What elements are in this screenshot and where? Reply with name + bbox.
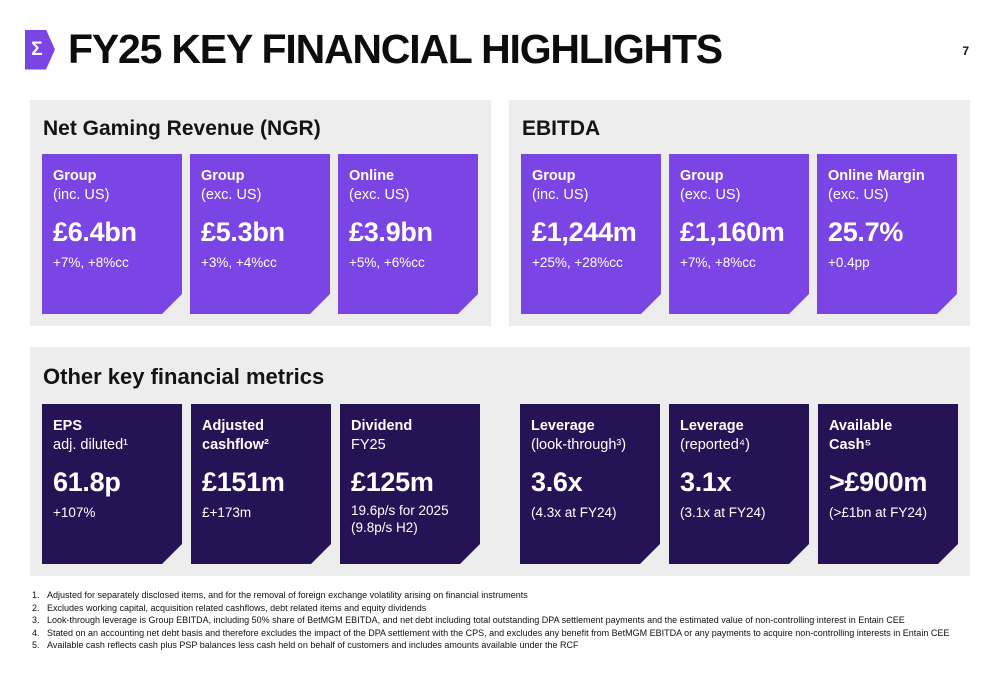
page-number: 7 [962,44,969,58]
panel-ebitda: EBITDA Group (inc. US) £1,244m +25%, +28… [509,100,970,326]
card-label: Group [680,168,724,184]
card-sublabel: adj. diluted¹ [53,436,128,453]
company-logo-icon: Σ [25,29,55,70]
card-label: EPS [53,418,83,434]
card-comparison: (>£1bn at FY24) [829,505,927,521]
footnote-text: Adjusted for separately disclosed items,… [47,590,528,600]
other-metrics-cards: EPS adj. diluted¹ 61.8p +107% Adjusted c… [42,404,958,564]
footnote-text: Available cash reflects cash plus PSP ba… [47,640,579,651]
metric-card-ebitda-group-exc-us: Group (exc. US) £1,160m +7%, +8%cc [669,154,809,314]
ngr-cards: Group (inc. US) £6.4bn +7%, +8%cc Group … [42,154,479,314]
metric-card-adjusted-cashflow: Adjusted cashflow² £151m £+173m [191,404,331,564]
card-value: £5.3bn [201,217,285,248]
footnote-text: Look-through leverage is Group EBITDA, i… [47,615,905,626]
footnote-4: 4. Stated on an accounting net debt basi… [30,627,968,640]
card-sublabel: cashflow² [202,436,269,453]
card-value: 25.7% [828,217,904,248]
metric-card-ebitda-group-inc-us: Group (inc. US) £1,244m +25%, +28%cc [521,154,661,314]
panel-title: Other key financial metrics [43,364,325,389]
card-sublabel: (exc. US) [201,186,262,203]
card-value: 3.1x [680,467,732,498]
metric-card-ngr-group-inc-us: Group (inc. US) £6.4bn +7%, +8%cc [42,154,182,314]
card-label: Group [201,168,245,184]
card-label: Adjusted [202,418,265,434]
card-value: 61.8p [53,467,121,498]
top-panels-row: Net Gaming Revenue (NGR) Group (inc. US)… [30,100,970,326]
slide-title: FY25 KEY FINANCIAL HIGHLIGHTS [68,26,723,72]
card-sublabel: (look-through³) [531,436,627,453]
card-value: £1,160m [680,217,785,248]
metric-card-available-cash: Available Cash⁵ >£900m (>£1bn at FY24) [818,404,958,564]
footnote-text: Excludes working capital, acquisition re… [47,602,427,613]
metric-card-leverage-look-through: Leverage (look-through³) 3.6x (4.3x at F… [520,404,660,564]
footnote-1: 1. Adjusted for separately disclosed ite… [30,589,968,602]
card-value: £3.9bn [349,217,433,248]
card-label: Online [349,168,395,184]
card-sublabel: FY25 [351,436,386,453]
card-value: 3.6x [531,467,583,498]
metric-card-ngr-group-exc-us: Group (exc. US) £5.3bn +3%, +4%cc [190,154,330,314]
card-sublabel: Cash⁵ [829,436,872,453]
card-label: Group [53,168,97,184]
card-label: Leverage [680,418,744,434]
card-value: £125m [351,467,434,498]
card-group-spacer [489,404,511,564]
card-value: £1,244m [532,217,637,248]
panel-other-key-metrics: Other key financial metrics EPS adj. dil… [30,347,970,576]
card-detail: 19.6p/s for 2025 [351,503,449,519]
card-sublabel: (reported⁴) [680,436,750,453]
footnote-5: 5. Available cash reflects cash plus PSP… [30,639,968,652]
card-label: Leverage [531,418,595,434]
slide-header: Σ FY25 KEY FINANCIAL HIGHLIGHTS [0,0,1000,73]
card-delta: +25%, +28%cc [532,255,623,271]
card-delta: +7%, +8%cc [680,255,756,271]
card-label: Available [829,418,893,434]
footnote-text: Stated on an accounting net debt basis a… [47,627,950,638]
footnote-number: 4. [32,627,40,638]
panel-title: EBITDA [522,117,601,140]
card-sublabel: (exc. US) [680,186,741,203]
card-value: £151m [202,467,285,498]
card-label: Group [532,168,576,184]
card-sublabel: (exc. US) [349,186,410,203]
card-sublabel: (exc. US) [828,186,889,203]
footnotes: 1. Adjusted for separately disclosed ite… [30,589,968,652]
card-comparison: (4.3x at FY24) [531,505,617,521]
footnote-3: 3. Look-through leverage is Group EBITDA… [30,614,968,627]
card-delta: £+173m [202,505,252,521]
panel-title: Net Gaming Revenue (NGR) [43,117,321,140]
metric-card-online-margin: Online Margin (exc. US) 25.7% +0.4pp [817,154,957,314]
footnote-number: 2. [32,602,40,613]
card-value: >£900m [829,467,928,498]
footnote-number: 3. [32,615,40,626]
card-sublabel: (inc. US) [532,186,589,203]
card-value: £6.4bn [53,217,137,248]
card-detail-2: (9.8p/s H2) [351,519,418,535]
metric-card-eps: EPS adj. diluted¹ 61.8p +107% [42,404,182,564]
card-sublabel: (inc. US) [53,186,110,203]
card-delta: +0.4pp [828,255,870,271]
metric-card-ngr-online: Online (exc. US) £3.9bn +5%, +6%cc [338,154,478,314]
ebitda-cards: Group (inc. US) £1,244m +25%, +28%cc Gro… [521,154,958,314]
card-label: Online Margin [828,168,925,184]
card-delta: +3%, +4%cc [201,255,277,271]
footnote-2: 2. Excludes working capital, acquisition… [30,602,968,615]
metric-card-leverage-reported: Leverage (reported⁴) 3.1x (3.1x at FY24) [669,404,809,564]
card-delta: +7%, +8%cc [53,255,129,271]
card-delta: +5%, +6%cc [349,255,425,271]
card-delta: +107% [53,505,96,521]
footnote-number: 1. [32,590,40,600]
card-comparison: (3.1x at FY24) [680,505,766,521]
panel-net-gaming-revenue: Net Gaming Revenue (NGR) Group (inc. US)… [30,100,491,326]
metric-card-dividend: Dividend FY25 £125m 19.6p/s for 2025 (9.… [340,404,480,564]
footnote-number: 5. [32,640,40,651]
card-label: Dividend [351,418,413,434]
